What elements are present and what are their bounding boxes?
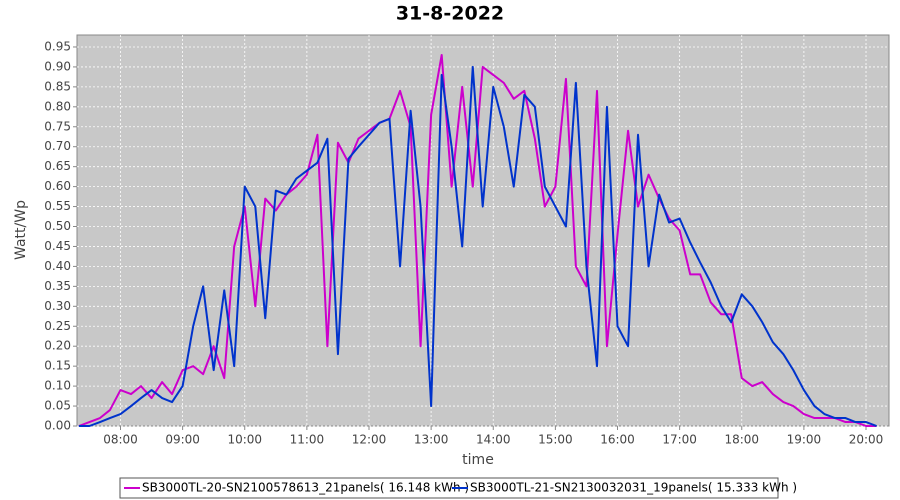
- y-tick-label: 0.95: [44, 39, 71, 53]
- x-tick-label: 10:00: [227, 433, 262, 447]
- y-tick-label: 0.80: [44, 99, 71, 113]
- y-tick-label: 0.65: [44, 159, 71, 173]
- x-tick-label: 17:00: [662, 433, 697, 447]
- chart-title: 31-8-2022: [396, 3, 504, 25]
- y-tick-label: 0.50: [44, 219, 71, 233]
- series-line: [78, 65, 877, 427]
- y-tick-label: 0.85: [44, 79, 71, 93]
- x-tick-label: 16:00: [600, 433, 635, 447]
- y-tick-label: 0.55: [44, 199, 71, 213]
- x-tick-label: 11:00: [290, 433, 325, 447]
- y-tick-label: 0.90: [44, 59, 71, 73]
- y-axis-label: Watt/Wp: [13, 200, 29, 260]
- y-tick-label: 0.00: [44, 419, 71, 433]
- legend: [119, 477, 779, 499]
- x-tick-label: 14:00: [476, 433, 511, 447]
- y-tick-label: 0.45: [44, 239, 71, 253]
- plot-area: [76, 34, 890, 427]
- x-tick-label: 19:00: [787, 433, 822, 447]
- x-tick-label: 08:00: [103, 433, 138, 447]
- y-tick-label: 0.70: [44, 139, 71, 153]
- y-tick-label: 0.40: [44, 259, 71, 273]
- y-tick-label: 0.75: [44, 119, 71, 133]
- legend-label: SB3000TL-21-SN2130032031_19panels( 15.33…: [470, 481, 797, 495]
- x-tick-label: 18:00: [724, 433, 759, 447]
- y-tick-label: 0.15: [44, 359, 71, 373]
- y-tick-label: 0.60: [44, 179, 71, 193]
- y-tick-label: 0.05: [44, 399, 71, 413]
- x-tick-label: 09:00: [165, 433, 200, 447]
- x-tick-label: 15:00: [538, 433, 573, 447]
- x-tick-label: 13:00: [414, 433, 449, 447]
- y-tick-label: 0.10: [44, 379, 71, 393]
- legend-label: SB3000TL-20-SN2100578613_21panels( 16.14…: [142, 481, 469, 495]
- y-tick-label: 0.35: [44, 279, 71, 293]
- y-tick-label: 0.25: [44, 319, 71, 333]
- x-tick-label: 20:00: [849, 433, 884, 447]
- x-axis-label: time: [462, 452, 494, 468]
- x-tick-label: 12:00: [352, 433, 387, 447]
- y-tick-label: 0.20: [44, 339, 71, 353]
- y-tick-label: 0.30: [44, 299, 71, 313]
